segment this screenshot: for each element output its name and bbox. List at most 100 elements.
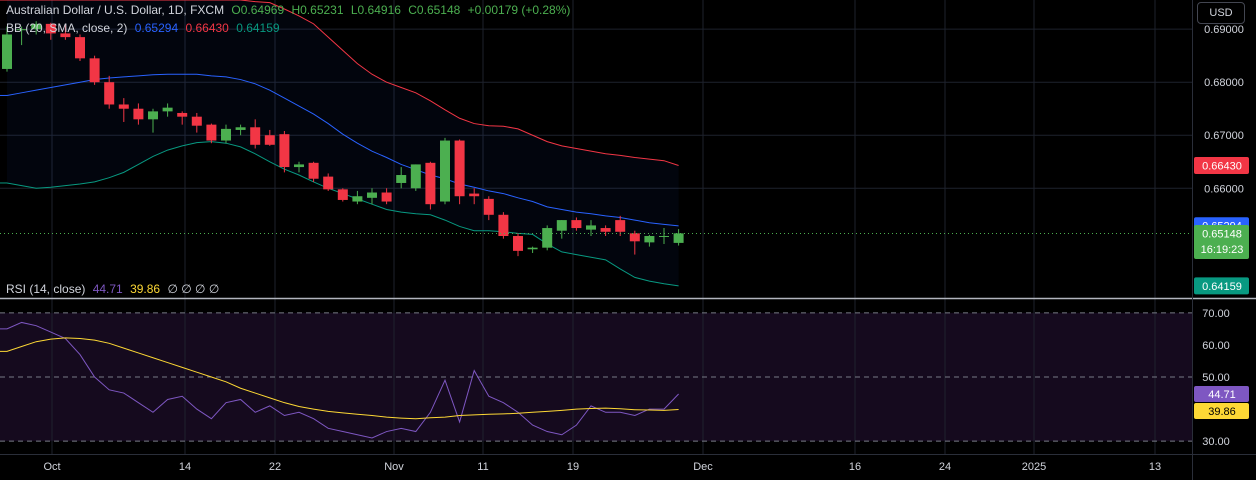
candle-body xyxy=(615,220,626,232)
candle-body xyxy=(673,233,684,243)
rsi-ma-badge-bg xyxy=(1194,402,1249,419)
candle-body xyxy=(469,193,480,197)
candle-body xyxy=(352,196,363,202)
rsi-ma-value: 39.86 xyxy=(130,282,161,296)
candle-body xyxy=(177,112,188,117)
rsi-tick-label: 70.00 xyxy=(1202,308,1230,320)
time-tick-label: 2025 xyxy=(1022,461,1046,473)
candle-body xyxy=(118,104,129,109)
time-tick-label: 13 xyxy=(1149,461,1161,473)
bb-upper-badge: 0.66430 xyxy=(1202,160,1242,172)
candle-body xyxy=(381,192,392,202)
time-tick-label: 19 xyxy=(567,461,579,473)
rsi-tick-label: 60.00 xyxy=(1202,340,1230,352)
candle-body xyxy=(440,140,450,202)
candle-body xyxy=(206,124,217,141)
candle-body xyxy=(367,192,377,198)
candle-body xyxy=(527,247,538,250)
rsi-tick-label: 50.00 xyxy=(1202,372,1230,384)
bb-fill xyxy=(7,0,679,286)
candle-body xyxy=(279,134,290,168)
candle-body xyxy=(410,164,421,189)
price-tick-label: 0.68000 xyxy=(1204,77,1244,89)
candle-body xyxy=(600,228,611,232)
candle-body xyxy=(162,107,173,112)
candle-body xyxy=(148,111,158,120)
bb-lower-badge-bg xyxy=(1194,277,1249,295)
rsi-legend[interactable]: RSI (14, close) 44.71 39.86 ∅ ∅ ∅ ∅ xyxy=(6,282,223,296)
candle-body xyxy=(2,34,12,69)
candle-body xyxy=(498,214,509,237)
time-tick-label: Dec xyxy=(693,461,713,473)
time-tick-label: 11 xyxy=(477,461,488,473)
candle-body xyxy=(31,23,42,30)
candle-body xyxy=(294,164,304,168)
rsi-tick-label: 30.00 xyxy=(1202,436,1230,448)
time-tick-label: 24 xyxy=(939,461,951,473)
candle-body xyxy=(659,236,669,238)
candle-body xyxy=(89,58,100,83)
rsi-ma-badge: 39.86 xyxy=(1208,406,1236,418)
candle-body xyxy=(45,23,56,34)
time-tick-label: 14 xyxy=(179,461,191,473)
candle-body xyxy=(16,29,27,31)
candle-body xyxy=(454,140,465,197)
rsi-line xyxy=(0,321,679,439)
rsi-extra-values: ∅ ∅ ∅ ∅ xyxy=(167,282,220,296)
bb-upper-line xyxy=(7,0,679,166)
price-tick-label: 0.69000 xyxy=(1204,24,1244,36)
candle-body xyxy=(337,189,348,200)
bb-legend[interactable]: BB (20, SMA, close, 2) 0.65294 0.66430 0… xyxy=(6,21,284,35)
candle-body xyxy=(425,162,436,205)
time-tick-label: 22 xyxy=(269,461,281,473)
candle-body xyxy=(513,236,523,251)
candle-body xyxy=(571,220,582,229)
rsi-badge: 44.71 xyxy=(1208,389,1236,401)
bb-lower-badge: 0.64159 xyxy=(1202,281,1242,293)
candle-body xyxy=(264,135,275,145)
bb-lower-value: 0.64159 xyxy=(236,21,280,35)
ohlc-close: C0.65148 xyxy=(408,3,461,17)
price-tick-label: 0.67000 xyxy=(1204,130,1244,142)
symbol-title[interactable]: Australian Dollar / U.S. Dollar, 1D, FXC… xyxy=(6,3,225,17)
candle-body xyxy=(396,175,407,183)
candle-body xyxy=(75,37,85,59)
bb-label: BB (20, SMA, close, 2) xyxy=(6,21,128,35)
price-tick-label: 0.66000 xyxy=(1204,183,1244,195)
candle-body xyxy=(323,176,334,190)
bb-middle-value: 0.65294 xyxy=(134,21,179,35)
ohlc-low: L0.64916 xyxy=(350,3,401,17)
candle-body xyxy=(644,236,655,243)
bb-upper-value: 0.66430 xyxy=(185,21,229,35)
candle-body xyxy=(483,198,494,215)
candle-body xyxy=(104,82,115,105)
candle-body xyxy=(556,220,567,231)
candle-body xyxy=(629,233,640,242)
rsi-value: 44.71 xyxy=(92,282,123,296)
rsi-label: RSI (14, close) xyxy=(6,282,86,296)
candle-body xyxy=(235,127,246,130)
candle-body xyxy=(250,127,261,145)
bb-upper-badge-bg xyxy=(1194,156,1249,174)
candle-body xyxy=(221,128,231,141)
candle-body xyxy=(60,33,71,38)
ohlc-change: +0.00179 (+0.28%) xyxy=(467,3,571,17)
last-price-badge-countdown: 16:19:23 xyxy=(1201,244,1244,256)
ohlc-high: H0.65231 xyxy=(291,3,344,17)
candle-body xyxy=(191,116,202,126)
last-price-badge-bg xyxy=(1194,224,1249,259)
last-price-badge: 0.65148 xyxy=(1202,228,1242,240)
bb-middle-line xyxy=(6,73,679,227)
ohlc-open: O0.64969 xyxy=(231,3,285,17)
time-tick-label: Nov xyxy=(384,461,404,473)
time-tick-label: 16 xyxy=(849,461,861,473)
main-legend: Australian Dollar / U.S. Dollar, 1D, FXC… xyxy=(6,3,574,17)
candle-body xyxy=(542,228,553,248)
candle-body xyxy=(133,108,144,120)
currency-button[interactable]: USD xyxy=(1197,2,1245,24)
rsi-badge-bg xyxy=(1194,385,1249,402)
time-tick-label: Oct xyxy=(43,461,60,473)
candle-body xyxy=(308,162,319,179)
candle-body xyxy=(586,225,596,230)
